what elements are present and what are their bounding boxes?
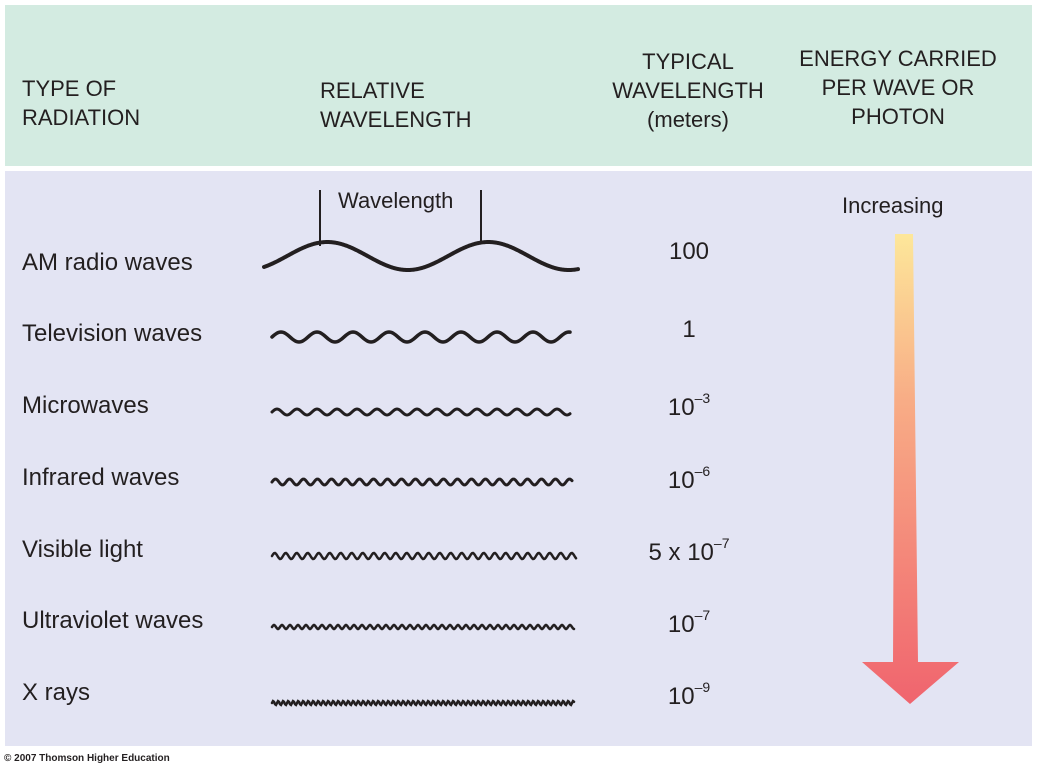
wave-television bbox=[270, 330, 572, 344]
row-label-visible: Visible light bbox=[22, 536, 143, 563]
wavelength-value-am-radio: 100 bbox=[668, 238, 710, 265]
wavelength-value-ultraviolet: 10–7 bbox=[667, 607, 711, 638]
wave-x-rays bbox=[270, 699, 576, 707]
wavelength-value-visible: 5 x 10–7 bbox=[648, 535, 730, 566]
wave-ultraviolet bbox=[270, 623, 576, 631]
energy-increasing-arrow bbox=[862, 234, 959, 704]
wave-microwaves bbox=[270, 407, 572, 417]
header-relative-wavelength: RELATIVE WAVELENGTH bbox=[320, 78, 472, 132]
wavelength-value-x-rays: 10–9 bbox=[667, 679, 711, 710]
header-band bbox=[5, 5, 1032, 166]
wavelength-value-television: 1 bbox=[682, 316, 696, 343]
copyright-notice: © 2007 Thomson Higher Education bbox=[4, 753, 170, 764]
row-label-x-rays: X rays bbox=[22, 679, 91, 706]
wavelength-label: Wavelength bbox=[338, 188, 454, 213]
wave-infrared bbox=[270, 477, 574, 487]
row-label-microwaves: Microwaves bbox=[22, 392, 149, 419]
content-panel bbox=[5, 171, 1032, 746]
wavelength-value-infrared: 10–6 bbox=[667, 463, 711, 494]
wavelength-value-microwaves: 10–3 bbox=[667, 390, 711, 421]
row-label-am-radio: AM radio waves bbox=[22, 249, 193, 276]
row-label-ultraviolet: Ultraviolet waves bbox=[22, 607, 204, 634]
header-type-of-radiation: TYPE OF RADIATION bbox=[22, 76, 141, 130]
header-typical-wavelength: TYPICAL WAVELENGTH (meters) bbox=[612, 49, 764, 132]
energy-increasing-label: Increasing bbox=[842, 193, 944, 218]
row-label-infrared: Infrared waves bbox=[22, 464, 180, 491]
wave-am-radio bbox=[262, 239, 580, 273]
header-energy-per-photon: ENERGY CARRIED PER WAVE OR PHOTON bbox=[799, 46, 997, 129]
row-label-television: Television waves bbox=[22, 320, 203, 347]
wave-visible bbox=[270, 551, 578, 561]
